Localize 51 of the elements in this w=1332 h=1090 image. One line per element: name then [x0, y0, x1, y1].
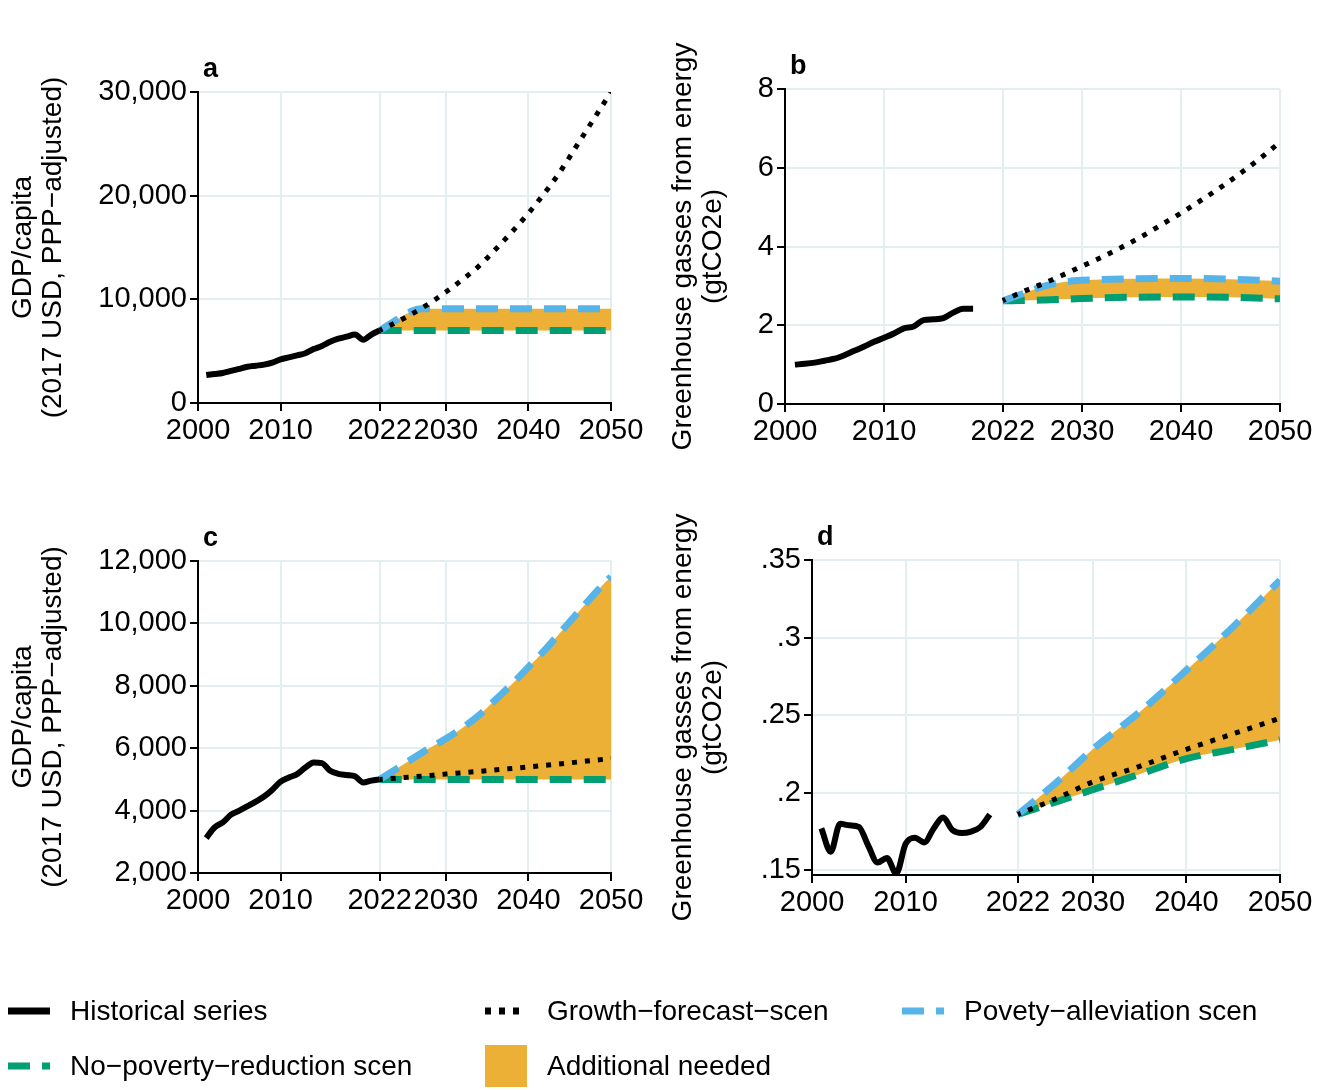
x-tick-label: 2030	[1049, 414, 1115, 447]
y-axis-title: Greenhouse gasses from energy (gtCO2e)	[665, 42, 728, 451]
y-tick-label: 6,000	[114, 730, 187, 763]
x-tick-label: 2010	[873, 885, 938, 918]
x-tick-label: 2022	[985, 885, 1051, 918]
y-tick-label: 20,000	[98, 177, 187, 210]
x-tick-label: 2030	[413, 883, 479, 916]
y-tick-label: 4	[757, 228, 774, 261]
y-tick-label: .3	[776, 619, 801, 652]
chart-title: b	[790, 50, 807, 80]
y-axis-title: Greenhouse gasses from energy (gtCO2e)	[665, 513, 728, 922]
legend-label: Additional needed	[547, 1050, 772, 1082]
y-tick-label: 8	[757, 71, 774, 103]
x-tick-label: 2022	[347, 883, 412, 916]
y-tick-label: 10,000	[98, 605, 187, 638]
y-tick-label: .15	[760, 852, 801, 885]
x-tick-label: 2022	[970, 414, 1036, 447]
y-tick-label: .25	[760, 697, 801, 730]
x-tick-label: 2050	[1247, 885, 1313, 918]
y-tick-label: 12,000	[98, 543, 187, 575]
y-tick-label: 10,000	[98, 281, 187, 314]
x-tick-label: 2040	[1148, 414, 1214, 447]
legend-label: Historical series	[70, 995, 268, 1027]
y-tick-label: 4,000	[114, 792, 187, 825]
x-tick-label: 2000	[779, 885, 845, 918]
legend-label: Povety−alleviation scen	[964, 995, 1258, 1027]
x-tick-label: 2050	[578, 413, 644, 446]
y-axis-title: GDP/capita (2017 USD, PPP−adjusted)	[5, 546, 68, 888]
y-tick-label: 8,000	[114, 667, 187, 700]
x-tick-label: 2010	[248, 413, 313, 446]
chart-title: a	[203, 53, 219, 83]
y-axis-title: GDP/capita (2017 USD, PPP−adjusted)	[5, 76, 68, 419]
x-tick-label: 2030	[1060, 885, 1126, 918]
chart-title: d	[817, 521, 834, 551]
x-tick-label: 2022	[347, 413, 412, 446]
y-tick-label: 30,000	[98, 74, 187, 106]
x-tick-label: 2040	[496, 413, 561, 446]
y-tick-label: .2	[776, 774, 801, 807]
x-tick-label: 2050	[578, 883, 644, 916]
x-tick-label: 2010	[851, 414, 917, 447]
legend-label: No−poverty−reduction scen	[70, 1050, 413, 1082]
x-tick-label: 2010	[248, 883, 313, 916]
x-tick-label: 2030	[413, 413, 479, 446]
legend-label: Growth−forecast−scen	[547, 995, 829, 1027]
y-tick-label: 2	[757, 307, 774, 340]
y-tick-label: 6	[757, 149, 774, 182]
x-tick-label: 2040	[496, 883, 561, 916]
y-tick-label: .35	[760, 542, 801, 574]
x-tick-label: 2040	[1154, 885, 1219, 918]
x-tick-label: 2050	[1247, 414, 1313, 447]
chart-title: c	[203, 522, 219, 552]
